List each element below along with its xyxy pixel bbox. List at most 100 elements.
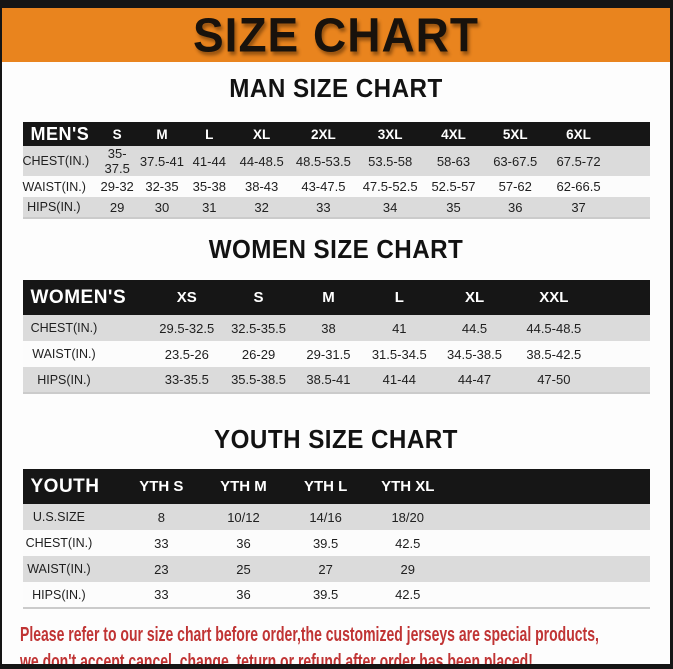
size-column-header: YTH L [284, 469, 367, 504]
size-column-header: XL [435, 280, 514, 315]
size-value: 42.5 [395, 587, 421, 602]
row-label: HIPS(IN.) [32, 587, 86, 602]
youth-size-section: YOUTH SIZE CHART YOUTH YTH S YTH M YTH L YTH… [2, 425, 670, 609]
size-column-header: XXL [513, 280, 595, 315]
size-value: 35-37.5 [104, 146, 130, 176]
page-title: SIZE CHART [193, 7, 479, 63]
size-value: 31 [202, 199, 217, 215]
size-value: 10/12 [227, 509, 260, 525]
size-value: 43-47.5 [301, 179, 346, 194]
measurement-row: HIPS(IN.) 33-35.5 35.5-38.5 38.5-41 41-44 44-… [22, 367, 650, 393]
size-value: 47.5-52.5 [362, 179, 418, 194]
size-header-row: WOMEN'S XS S M L XL XXL [22, 280, 650, 315]
size-value: 8 [157, 509, 165, 525]
size-value: 39.5 [312, 587, 339, 602]
size-column-header: L [362, 280, 436, 315]
size-value: 37.5-41 [139, 153, 185, 169]
measurement-row: CHEST(IN.) 35-37.5 37.5-41 41-44 44-48.5 48.5… [22, 146, 650, 176]
size-value: 53.5-58 [368, 153, 413, 169]
size-value: 38.5-42.5 [526, 346, 582, 362]
size-value: 27 [318, 561, 333, 577]
row-label: CHEST(IN.) [30, 321, 98, 335]
row-spacer-cell [594, 367, 649, 393]
size-value: 34.5-38.5 [447, 346, 502, 362]
size-column-header: 3XL [357, 122, 424, 146]
size-value: 25 [236, 561, 251, 577]
size-value: 48.5-53.5 [295, 153, 351, 169]
size-column-header: 4XL [423, 122, 484, 146]
size-value: 33 [316, 199, 331, 215]
row-spacer-cell [594, 341, 649, 367]
size-value: 34 [382, 199, 398, 215]
row-label: WAIST(IN.) [22, 179, 86, 194]
row-label: CHEST(IN.) [25, 536, 93, 550]
order-notice-line-1: Please refer to our size chart before or… [20, 624, 599, 646]
size-value: 32-35 [145, 179, 179, 194]
size-value: 44.5 [461, 320, 488, 336]
row-spacer-cell [449, 530, 650, 556]
row-spacer-cell [611, 197, 650, 218]
man-size-section: MAN SIZE CHART MEN'S S M L XL 2XL 3XL 4XL 5XL 6XL… [2, 74, 670, 219]
size-value: 31.5-34.5 [371, 346, 427, 362]
top-black-bar [2, 0, 670, 8]
size-value: 62-66.5 [556, 179, 601, 194]
size-column-header: M [293, 280, 363, 315]
measurement-row: WAIST(IN.) 23 25 27 29 [22, 556, 650, 582]
measurement-row: HIPS(IN.) 29 30 31 32 33 34 35 36 37 [22, 197, 650, 218]
size-value: 32 [254, 199, 269, 215]
measurement-row: WAIST(IN.) 29-32 32-35 35-38 38-43 43-47.5 47.… [22, 176, 650, 197]
size-value: 38 [321, 320, 336, 336]
row-label: HIPS(IN.) [37, 372, 91, 387]
measurement-row: CHEST(IN.) 33 36 39.5 42.5 [22, 530, 650, 556]
table-title-cell: YOUTH [22, 469, 121, 504]
size-value: 37 [571, 199, 586, 215]
size-value: 29-32 [100, 179, 134, 194]
size-value: 39.5 [312, 535, 339, 551]
size-value: 29 [109, 199, 125, 215]
size-column-header: S [95, 122, 140, 146]
measurement-row: U.S.SIZE 8 10/12 14/16 18/20 [22, 504, 650, 530]
size-column-header: 5XL [483, 122, 547, 146]
size-value: 23 [154, 561, 169, 577]
size-value: 32.5-35.5 [231, 320, 287, 336]
women-size-table: WOMEN'S XS S M L XL XXL CHEST(IN.) 29.5-32.5 32.5… [22, 280, 650, 394]
size-value: 38.5-41 [306, 372, 351, 387]
bottom-black-bar [2, 664, 670, 669]
measurement-row: HIPS(IN.) 33 36 39.5 42.5 [22, 582, 650, 608]
size-value: 41 [392, 320, 407, 336]
size-value: 67.5-72 [556, 153, 601, 169]
size-column-header: XL [233, 122, 290, 146]
size-value: 63-67.5 [493, 153, 538, 169]
size-column-header: 2XL [289, 122, 358, 146]
size-value: 29.5-32.5 [159, 320, 215, 336]
size-column-header: YTH XL [366, 469, 449, 504]
size-value: 23.5-26 [164, 346, 209, 362]
size-column-header: 6XL [546, 122, 611, 146]
man-chart-heading: MAN SIZE CHART [229, 73, 443, 103]
size-column-header: S [223, 280, 294, 315]
row-spacer-cell [449, 582, 650, 608]
size-value: 44.5-48.5 [526, 320, 582, 336]
size-value: 44-48.5 [239, 153, 284, 169]
size-value: 30 [154, 199, 170, 215]
size-header-row: YOUTH YTH S YTH M YTH L YTH XL [22, 469, 650, 504]
size-header-row: MEN'S S M L XL 2XL 3XL 4XL 5XL 6XL [22, 122, 650, 146]
size-value: 33 [154, 535, 169, 551]
row-label: CHEST(IN.) [22, 154, 90, 168]
size-value: 58-63 [436, 153, 471, 169]
size-value: 41-44 [382, 372, 416, 387]
row-spacer-cell [611, 146, 650, 176]
size-value: 38-43 [245, 179, 279, 194]
size-value: 14/16 [309, 509, 342, 525]
women-chart-heading: WOMEN SIZE CHART [208, 234, 464, 264]
row-label: U.S.SIZE [32, 510, 85, 524]
size-value: 29-31.5 [306, 346, 351, 362]
man-size-table: MEN'S S M L XL 2XL 3XL 4XL 5XL 6XL CHEST(IN.) 35-37… [22, 122, 650, 219]
measurement-row: CHEST(IN.) 29.5-32.5 32.5-35.5 38 41 44.5 44.5… [22, 315, 650, 341]
row-label: HIPS(IN.) [27, 200, 81, 214]
size-value: 35-38 [192, 179, 226, 194]
size-value: 35.5-38.5 [231, 372, 287, 387]
size-value: 35 [446, 199, 461, 215]
size-value: 33-35.5 [164, 372, 209, 387]
size-value: 29 [400, 561, 415, 577]
